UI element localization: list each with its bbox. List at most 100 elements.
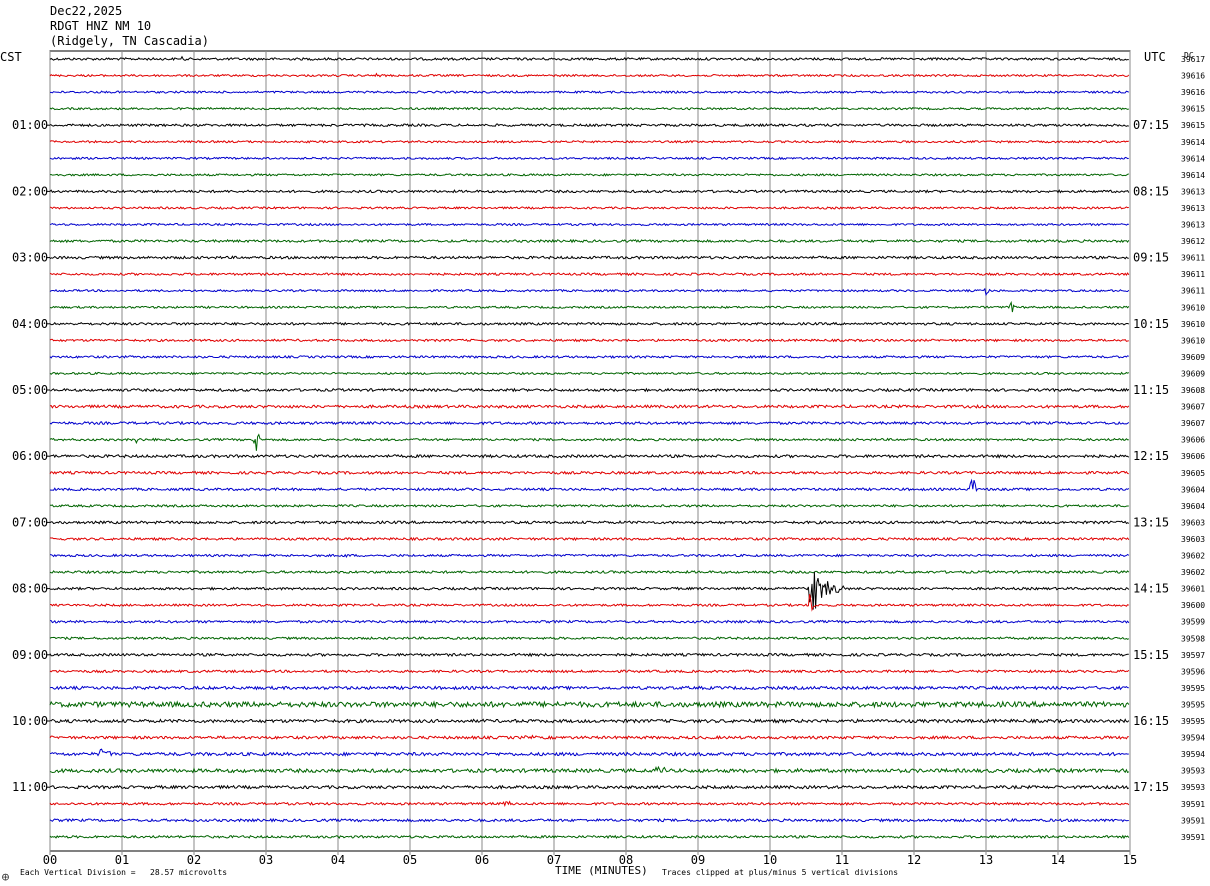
trace-23: [49, 433, 1129, 451]
trace-41: [49, 734, 1129, 741]
trace-12: [49, 255, 1129, 260]
x-tick-label: 13: [979, 853, 993, 867]
left-time-label: 02:00: [12, 184, 48, 198]
dc-offset-label: 39600: [1181, 601, 1205, 610]
plot-frame: [49, 50, 1131, 852]
trace-11: [49, 238, 1130, 244]
x-tick-label: 02: [187, 853, 201, 867]
dc-offset-label: 39617: [1181, 55, 1205, 64]
dc-offset-label: 39595: [1181, 700, 1205, 709]
x-tick-label: 12: [907, 853, 921, 867]
dc-offset-label: 39603: [1181, 535, 1205, 544]
left-time-label: 08:00: [12, 582, 48, 596]
x-tick-label: 11: [835, 853, 849, 867]
dc-offset-label: 39593: [1181, 783, 1205, 792]
dc-offset-label: 39594: [1181, 734, 1205, 743]
trace-13: [49, 272, 1130, 277]
trace-9: [49, 206, 1129, 210]
trace-34: [49, 619, 1130, 624]
dc-offset-label: 39609: [1181, 353, 1205, 362]
trace-3: [49, 106, 1129, 111]
dc-offset-label: 39616: [1181, 88, 1205, 97]
trace-38: [49, 685, 1129, 691]
trace-39: [49, 700, 1130, 709]
dc-offset-label: 39596: [1181, 667, 1205, 676]
dc-offset-label: 39591: [1181, 816, 1205, 825]
trace-14: [49, 287, 1130, 297]
trace-32: [49, 571, 1130, 610]
trace-36: [49, 652, 1129, 658]
trace-47: [49, 834, 1130, 840]
x-tick-label: 10: [763, 853, 777, 867]
left-time-label: 04:00: [12, 317, 48, 331]
dc-offset-label: 39602: [1181, 552, 1205, 561]
left-time-label: 10:00: [12, 714, 48, 728]
trace-21: [49, 404, 1130, 409]
dc-offset-label: 39591: [1181, 833, 1205, 842]
trace-43: [49, 765, 1130, 774]
x-axis-title: TIME (MINUTES): [555, 864, 648, 877]
trace-27: [49, 503, 1129, 508]
right-time-label: 17:15: [1133, 780, 1169, 794]
x-tick-label: 08: [619, 853, 633, 867]
dc-offset-label: 39614: [1181, 171, 1205, 180]
dc-offset-label: 39595: [1181, 717, 1205, 726]
left-time-label: 03:00: [12, 251, 48, 265]
x-tick-label: 01: [115, 853, 129, 867]
dc-offset-label: 39606: [1181, 452, 1205, 461]
dc-offset-label: 39615: [1181, 121, 1205, 130]
trace-25: [49, 470, 1129, 476]
dc-offset-label: 39599: [1181, 618, 1205, 627]
dc-offset-label: 39615: [1181, 105, 1205, 114]
trace-1: [49, 72, 1130, 78]
dc-header-label: DC: [1184, 51, 1194, 60]
dc-offset-label: 39613: [1181, 204, 1205, 213]
trace-40: [49, 718, 1130, 724]
trace-35: [49, 636, 1130, 641]
right-time-label: 10:15: [1133, 317, 1169, 331]
trace-10: [49, 222, 1129, 227]
dc-offset-label: 39610: [1181, 320, 1205, 329]
location-label: (Ridgely, TN Cascadia): [50, 34, 209, 48]
left-time-label: 01:00: [12, 118, 48, 132]
x-tick-label: 04: [331, 853, 345, 867]
trace-20: [49, 387, 1130, 393]
trace-18: [49, 354, 1129, 359]
left-time-label: 09:00: [12, 648, 48, 662]
seismic-traces: [49, 55, 1130, 840]
dc-offset-label: 39604: [1181, 485, 1205, 494]
dc-offset-label: 39595: [1181, 684, 1205, 693]
dc-offset-label: 39594: [1181, 750, 1205, 759]
trace-31: [49, 569, 1130, 575]
dc-offset-label: 39604: [1181, 502, 1205, 511]
trace-2: [49, 90, 1130, 94]
trace-26: [49, 478, 1130, 492]
trace-5: [49, 139, 1129, 144]
dc-offset-label: 39606: [1181, 436, 1205, 445]
axis-labels: 00 01 02 03 04 05 06 07 08 09 10 11 12 13 14 15 39617 396…: [12, 55, 1205, 867]
trace-29: [49, 536, 1130, 542]
dc-offset-label: 39605: [1181, 469, 1205, 478]
trace-17: [49, 338, 1129, 343]
left-time-label: 11:00: [12, 780, 48, 794]
station-label: RDGT HNZ NM 10: [50, 19, 152, 33]
left-time-label: 07:00: [12, 515, 48, 529]
right-time-label: 14:15: [1133, 582, 1169, 596]
dc-offset-label: 39614: [1181, 154, 1205, 163]
x-tick-label: 14: [1051, 853, 1065, 867]
trace-28: [49, 520, 1130, 525]
dc-offset-label: 39610: [1181, 336, 1205, 345]
x-tick-label: 03: [259, 853, 273, 867]
dc-offset-label: 39607: [1181, 419, 1205, 428]
dc-offset-label: 39611: [1181, 254, 1205, 263]
dc-offset-label: 39591: [1181, 800, 1205, 809]
trace-42: [49, 748, 1129, 757]
trace-44: [49, 784, 1130, 790]
trace-19: [49, 371, 1130, 376]
right-time-label: 16:15: [1133, 714, 1169, 728]
right-time-label: 08:15: [1133, 184, 1169, 198]
x-tick-label: 05: [403, 853, 417, 867]
right-timezone-label: UTC: [1144, 50, 1166, 64]
trace-45: [49, 800, 1130, 808]
